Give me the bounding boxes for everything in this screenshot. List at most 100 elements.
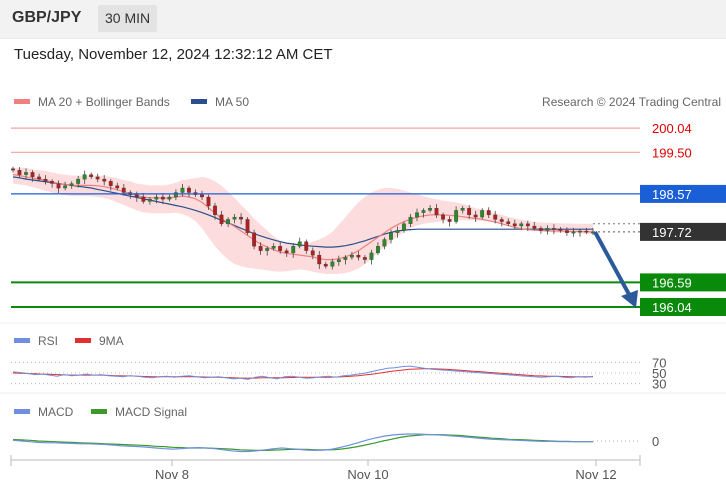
candle-body xyxy=(454,210,459,222)
ma20-legend-label: MA 20 + Bollinger Bands xyxy=(38,95,170,109)
forecast-arrow-shaft xyxy=(593,231,633,299)
pivot-label-box xyxy=(640,184,726,203)
candle-body xyxy=(349,254,354,258)
candle-body xyxy=(108,181,113,186)
ma50-legend-label: MA 50 xyxy=(215,95,249,109)
candle-body xyxy=(69,183,74,186)
bollinger-band-area xyxy=(13,167,593,274)
support-label: 196.04 xyxy=(652,300,692,315)
rsi-legend-label: RSI xyxy=(38,334,58,348)
macd-line xyxy=(12,433,593,453)
candle-body xyxy=(310,250,315,256)
candle-body xyxy=(369,252,374,260)
candle-body xyxy=(76,178,81,184)
candle-body xyxy=(43,178,48,182)
current-price-label: 197.72 xyxy=(652,225,692,240)
datetime-label: Tuesday, November 12, 2024 12:32:12 AM C… xyxy=(14,46,333,63)
candle-body xyxy=(551,228,556,230)
ma50-line xyxy=(12,176,593,248)
candle-body xyxy=(297,241,302,247)
candle-body xyxy=(512,223,517,227)
candle-body xyxy=(486,210,491,216)
candle-body xyxy=(173,192,178,198)
candle-body xyxy=(578,230,582,233)
candle-body xyxy=(11,168,15,171)
rsi-ma-legend-label: 9MA xyxy=(99,334,124,348)
candle-body xyxy=(389,232,393,240)
divider xyxy=(0,38,726,39)
top-bar: GBP/JPY 30 MIN xyxy=(0,0,726,38)
candle-body xyxy=(95,176,100,180)
candle-body xyxy=(82,174,87,180)
candle-body xyxy=(415,212,419,218)
candle-body xyxy=(402,223,406,231)
rsi-legend-swatch xyxy=(14,338,30,343)
macd-panel: 0 xyxy=(12,433,659,453)
forecast-arrow xyxy=(593,231,638,308)
bollinger-band xyxy=(13,167,593,274)
rsi-level-label: 50 xyxy=(652,366,666,381)
candle-body xyxy=(362,257,367,260)
forecast-arrow-head xyxy=(621,290,638,308)
candle-body xyxy=(37,176,41,180)
candle-body xyxy=(376,246,380,254)
macd-zero-label: 0 xyxy=(652,434,659,449)
candle-body xyxy=(499,219,504,222)
candle-body xyxy=(200,194,204,198)
candle-body xyxy=(519,223,524,227)
rsi-line xyxy=(12,365,594,380)
candle-body xyxy=(180,187,185,193)
x-tick-label: Nov 8 xyxy=(155,467,189,482)
candle-body xyxy=(56,183,61,189)
candle-body xyxy=(121,187,126,193)
rsi-level-label: 70 xyxy=(652,355,666,370)
candle-body xyxy=(447,219,452,222)
candle-body xyxy=(473,214,478,218)
credit-label: Research © 2024 Trading Central xyxy=(542,95,721,109)
macd-signal-legend-label: MACD Signal xyxy=(115,405,187,419)
resistance-label: 199.50 xyxy=(652,145,692,160)
pivot-label: 198.57 xyxy=(652,187,692,202)
candle-body xyxy=(213,205,217,215)
candle-body xyxy=(336,259,341,262)
candle-body xyxy=(571,231,576,234)
candle-body xyxy=(330,261,335,267)
candle-body xyxy=(421,210,426,213)
rsi-ma-line xyxy=(12,368,593,379)
candle-body xyxy=(343,257,348,260)
macd-signal-legend-swatch xyxy=(91,409,107,414)
candle-body xyxy=(219,214,224,224)
candle-body xyxy=(115,185,120,189)
candle-body xyxy=(304,241,309,251)
candle-body xyxy=(584,230,589,233)
timeframe-button[interactable]: 30 MIN xyxy=(98,5,158,32)
candle-body xyxy=(284,250,289,254)
macd-signal-line xyxy=(12,434,593,451)
candle-body xyxy=(356,254,361,258)
candle-body xyxy=(24,172,28,175)
candle-body xyxy=(258,246,263,251)
candle-body xyxy=(480,210,485,218)
candle-body xyxy=(323,263,328,267)
x-tick-label: Nov 12 xyxy=(575,467,616,482)
candle-body xyxy=(265,248,270,251)
ma20-line xyxy=(12,174,593,261)
candle-body xyxy=(206,196,211,207)
candle-body xyxy=(271,246,276,249)
candle-body xyxy=(154,196,159,200)
ma20-legend-swatch xyxy=(14,99,30,104)
support-label-box xyxy=(640,273,726,292)
candle-body xyxy=(102,178,107,182)
support-label: 196.59 xyxy=(652,275,692,290)
candle-body xyxy=(187,187,191,193)
candle-body xyxy=(382,239,387,247)
candle-body xyxy=(134,194,139,198)
candle-body xyxy=(291,246,296,254)
x-axis: Nov 8 Nov 10 Nov 12 xyxy=(10,455,641,482)
candle-body xyxy=(239,216,243,220)
candle-body xyxy=(460,208,465,211)
ma50-legend-swatch xyxy=(191,99,207,104)
candle-body xyxy=(545,228,550,231)
candle-body xyxy=(538,228,543,231)
